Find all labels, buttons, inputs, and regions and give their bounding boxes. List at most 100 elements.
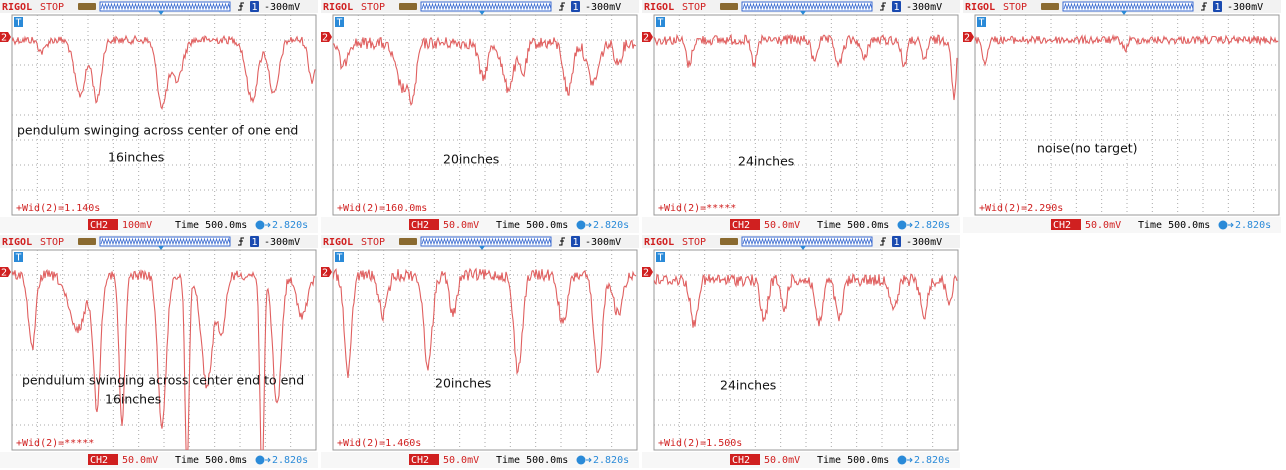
channel-scale: 50.0mV	[1085, 220, 1121, 231]
trigger-edge-icon	[238, 2, 244, 11]
bottom-bar	[0, 217, 318, 233]
trigger-level: -300mV	[906, 2, 942, 13]
time-offset: 2.820s	[914, 220, 950, 231]
bottom-bar	[321, 452, 639, 468]
timebase: Time 500.0ms	[496, 220, 568, 231]
trigger-channel: 1	[893, 237, 899, 248]
trigger-edge-icon	[559, 2, 565, 11]
waveform	[12, 268, 316, 450]
measurement: +Wid(2)=160.0ms	[337, 203, 427, 214]
channel-scale: 50.0mV	[764, 455, 800, 466]
memory-wave	[1063, 2, 1194, 11]
bottom-bar	[0, 452, 318, 468]
run-status: STOP	[1003, 2, 1027, 13]
trigger-position	[800, 11, 806, 15]
scope-panel: RIGOL STOP 1 -300mV T2 24inches +Wid(2)=***** C…	[642, 0, 960, 233]
brand: RIGOL	[965, 2, 995, 13]
memory-wave	[742, 2, 873, 11]
measurement: +Wid(2)=2.290s	[979, 203, 1063, 214]
offset-icon	[897, 455, 907, 465]
channel-marker-box	[963, 32, 974, 42]
trigger-channel-box	[250, 1, 259, 12]
annotation: 24inches	[738, 154, 794, 169]
brand: RIGOL	[323, 2, 353, 13]
timebase: Time 500.0ms	[496, 455, 568, 466]
channel-scale: 100mV	[122, 220, 152, 231]
trigger-marker-box	[335, 252, 344, 262]
trigger-marker: T	[657, 18, 663, 29]
trigger-position	[158, 246, 164, 250]
run-status: STOP	[361, 2, 385, 13]
channel-box	[88, 454, 118, 465]
channel-marker: 2	[643, 33, 649, 44]
channel-box	[730, 454, 760, 465]
scope-panel: RIGOL STOP 1 -300mV T2 20inches +Wid(2)=160.0m…	[321, 0, 639, 233]
trigger-level: -300mV	[1227, 2, 1263, 13]
timebase: Time 500.0ms	[1138, 220, 1210, 231]
trigger-marker-box	[335, 17, 344, 27]
channel: CH2	[90, 455, 108, 466]
channel: CH2	[411, 455, 429, 466]
trigger-marker: T	[15, 253, 21, 264]
channel: CH2	[411, 220, 429, 231]
bottom-bar	[321, 217, 639, 233]
offset-arrow	[907, 457, 913, 463]
trigger-channel-box	[250, 236, 259, 247]
run-status: STOP	[361, 237, 385, 248]
waveform	[12, 34, 316, 111]
trigger-level: -300mV	[264, 237, 300, 248]
channel-marker-box	[321, 267, 332, 277]
trigger-position	[800, 246, 806, 250]
trigger-marker-box	[656, 17, 665, 27]
waveform	[975, 33, 1279, 67]
scope-panel: RIGOL STOP 1 -300mV T2 24inches +Wid(2)=1.500s…	[642, 235, 960, 468]
annotation: pendulum swinging across center end to e…	[22, 373, 304, 388]
annotation: 16inches	[108, 150, 164, 165]
brand: RIGOL	[323, 237, 353, 248]
trigger-level: -300mV	[264, 2, 300, 13]
timebase: Time 500.0ms	[175, 220, 247, 231]
run-status: STOP	[682, 237, 706, 248]
offset-icon	[897, 220, 907, 230]
offset-icon	[576, 220, 586, 230]
annotation: noise(no target)	[1037, 141, 1138, 156]
channel-marker-box	[0, 267, 11, 277]
offset-arrow	[907, 222, 913, 228]
trigger-edge-icon	[1201, 2, 1207, 11]
trigger-position	[479, 246, 485, 250]
trigger-channel: 1	[251, 237, 257, 248]
measurement: +Wid(2)=1.500s	[658, 438, 742, 449]
channel-box	[1051, 219, 1081, 230]
run-status: STOP	[40, 2, 64, 13]
offset-arrow	[265, 222, 271, 228]
time-offset: 2.820s	[593, 220, 629, 231]
annotation: pendulum swinging across center of one e…	[17, 123, 298, 138]
trigger-channel: 1	[572, 237, 578, 248]
memory-wave	[100, 237, 231, 246]
trigger-level: -300mV	[906, 237, 942, 248]
scope-panel: RIGOL STOP 1 -300mV T2 20inches +Wid(2)=1.460s…	[321, 235, 639, 468]
scope-panel: RIGOL STOP 1 -300mV T2 pendulum swinging acro…	[0, 235, 318, 468]
offset-arrow	[586, 222, 592, 228]
time-offset: 2.820s	[1235, 220, 1271, 231]
annotation: 20inches	[435, 376, 491, 391]
memory-wave	[100, 2, 231, 11]
trigger-channel-box	[1213, 1, 1222, 12]
battery-icon	[78, 238, 96, 245]
waveform	[654, 272, 958, 328]
time-offset: 2.820s	[593, 455, 629, 466]
brand: RIGOL	[2, 2, 32, 13]
channel-marker: 2	[1, 33, 7, 44]
channel-scale: 50.0mV	[443, 455, 479, 466]
time-offset: 2.820s	[914, 455, 950, 466]
offset-arrow	[1228, 222, 1234, 228]
offset-arrow	[265, 457, 271, 463]
channel-scale: 50.0mV	[122, 455, 158, 466]
channel: CH2	[90, 220, 108, 231]
measurement: +Wid(2)=1.140s	[16, 203, 100, 214]
bottom-bar	[642, 452, 960, 468]
trigger-position	[158, 11, 164, 15]
channel-marker: 2	[1, 268, 7, 279]
battery-icon	[78, 3, 96, 10]
trigger-edge-icon	[238, 237, 244, 246]
